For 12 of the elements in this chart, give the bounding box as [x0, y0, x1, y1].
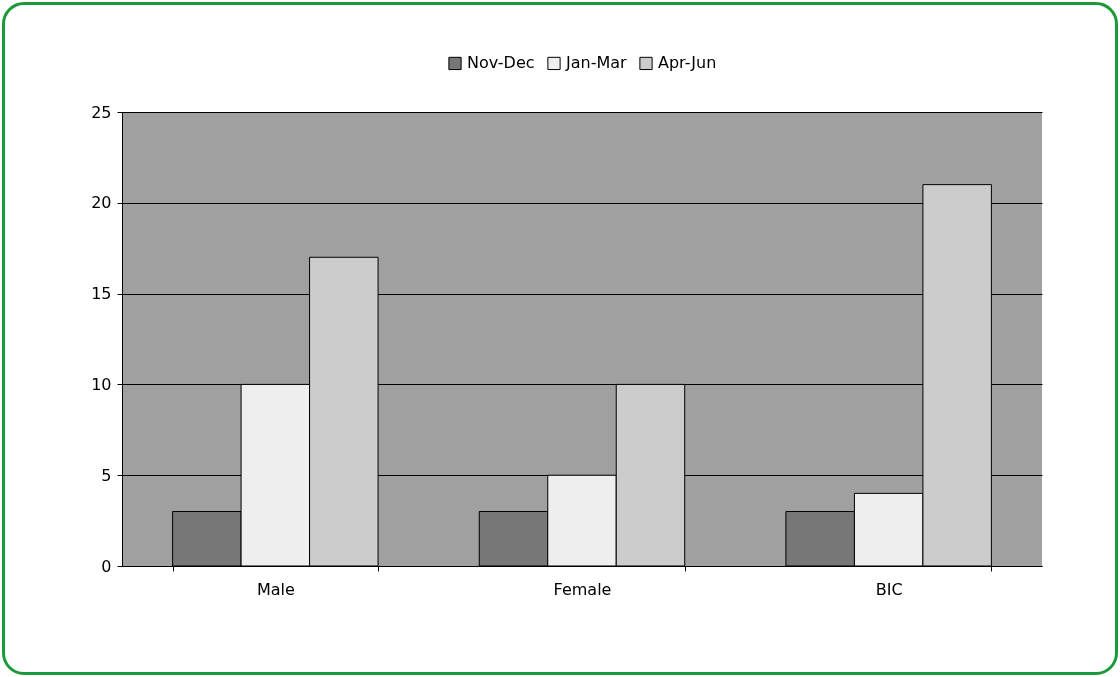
y-tick-label: 20 — [91, 193, 112, 213]
legend-label: Nov-Dec — [467, 53, 535, 73]
y-tick-label: 15 — [91, 284, 112, 304]
y-tick-label: 5 — [101, 465, 112, 485]
y-tick-label: 10 — [91, 374, 112, 394]
y-tick-label: 25 — [91, 102, 112, 122]
legend-label: Apr-Jun — [658, 53, 717, 73]
legend-label: Jan-Mar — [565, 53, 628, 73]
y-tick-label: 0 — [101, 556, 112, 576]
x-tick-label: Female — [553, 579, 612, 599]
x-tick-label: Male — [256, 579, 295, 599]
x-tick-label: BIC — [875, 579, 903, 599]
